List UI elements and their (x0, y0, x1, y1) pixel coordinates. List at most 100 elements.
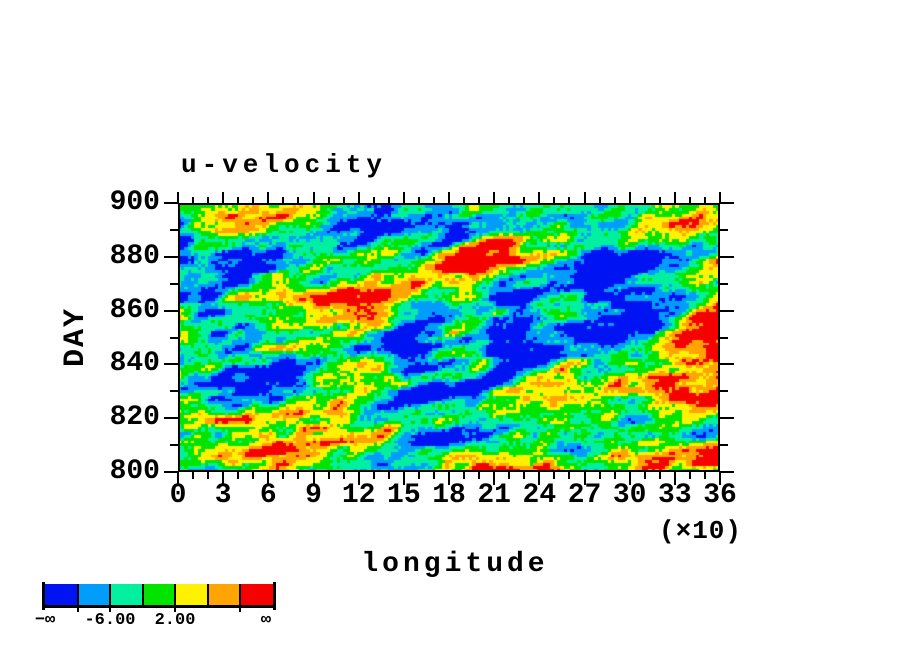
x-tick-minor (207, 472, 210, 479)
x-tick-minor (703, 197, 706, 203)
x-tick-minor (568, 472, 571, 479)
x-tick-minor (192, 472, 195, 479)
x-tick-major (673, 192, 676, 203)
x-tick-major (719, 192, 721, 203)
x-tick-minor (297, 197, 300, 203)
colorbar-tick-label: ∞ (260, 611, 272, 630)
y-tick-minor (720, 444, 728, 447)
x-tick-major (719, 472, 721, 485)
x-tick-major (448, 472, 450, 485)
plot-title: u-velocity (181, 150, 388, 180)
x-tick-major (493, 192, 496, 203)
x-tick-minor (643, 197, 646, 203)
colorbar-separator (206, 584, 209, 607)
colorbar-baseline (43, 605, 274, 608)
x-tick-label: 12 (341, 480, 376, 511)
colorbar-tick-label: -6.00 (84, 611, 136, 630)
x-tick-minor (297, 472, 300, 479)
colorbar-endcap (272, 582, 276, 610)
x-tick-minor (598, 197, 601, 203)
x-tick-minor (598, 472, 601, 479)
y-tick-label: 840 (109, 348, 160, 380)
y-tick-major (164, 363, 178, 366)
colorbar-tick (76, 605, 79, 612)
y-tick-label: 860 (109, 294, 160, 326)
x-tick-minor (417, 472, 420, 479)
y-tick-major (164, 471, 178, 473)
y-tick-minor (170, 390, 178, 393)
x-tick-minor (613, 197, 616, 203)
colorbar-separator (109, 584, 111, 607)
x-tick-major (583, 192, 586, 203)
x-tick-major (267, 472, 270, 485)
x-tick-label: 21 (477, 480, 511, 511)
x-tick-minor (643, 472, 646, 479)
y-tick-major (720, 471, 734, 473)
y-tick-label: 900 (109, 187, 160, 218)
colorbar-tick (239, 605, 241, 612)
x-tick-minor (207, 197, 210, 203)
x-tick-label: 6 (259, 480, 277, 511)
y-tick-major (720, 255, 734, 258)
y-tick-major (720, 417, 734, 420)
colorbar-cell (77, 584, 110, 605)
x-tick-major (402, 192, 405, 203)
x-tick-label: 27 (567, 480, 602, 511)
x-tick-minor (282, 197, 285, 203)
heatmap-canvas (178, 203, 720, 472)
y-tick-label: 820 (109, 402, 160, 434)
x-tick-minor (553, 197, 556, 203)
x-tick-major (583, 472, 586, 485)
x-tick-minor (613, 472, 616, 479)
y-tick-major (164, 309, 178, 312)
x-tick-label: 24 (522, 480, 557, 511)
x-tick-major (448, 192, 450, 203)
x-tick-minor (342, 472, 345, 479)
x-tick-label: 15 (387, 480, 421, 511)
x-tick-major (402, 472, 405, 485)
x-tick-minor (523, 472, 526, 479)
x-tick-major (222, 472, 225, 485)
x-tick-major (357, 472, 360, 485)
colorbar-tick (174, 605, 176, 612)
x-tick-minor (252, 197, 255, 203)
x-tick-major (312, 192, 315, 203)
y-tick-major (164, 255, 178, 258)
y-tick-major (720, 363, 734, 366)
x-tick-minor (432, 472, 435, 479)
colorbar-separator (239, 584, 241, 607)
x-tick-minor (387, 472, 390, 479)
x-tick-major (538, 472, 541, 485)
x-tick-label: 0 (169, 480, 187, 511)
x-tick-minor (523, 197, 526, 203)
x-tick-minor (372, 197, 375, 203)
y-tick-label: 880 (109, 240, 160, 272)
y-tick-major (720, 202, 734, 204)
x-axis-title: longitude (361, 549, 549, 580)
x-tick-major (538, 192, 541, 203)
x-tick-minor (282, 472, 285, 479)
y-tick-minor (170, 444, 178, 447)
x-tick-minor (568, 197, 571, 203)
x-tick-minor (432, 197, 435, 203)
x-tick-major (177, 192, 179, 203)
x-tick-minor (478, 472, 481, 479)
colorbar-cell (45, 584, 78, 605)
colorbar-endcap (42, 582, 45, 610)
x-tick-minor (658, 197, 661, 203)
colorbar-cell (142, 584, 175, 605)
x-tick-major (628, 472, 631, 485)
x-tick-minor (508, 472, 511, 479)
x-tick-minor (688, 197, 691, 203)
x-tick-label: 33 (658, 480, 692, 511)
y-tick-minor (170, 282, 178, 285)
x-tick-minor (478, 197, 481, 203)
x-tick-minor (342, 197, 345, 203)
x-tick-minor (703, 472, 706, 479)
x-tick-minor (658, 472, 661, 479)
colorbar-cell (240, 584, 273, 605)
x-tick-minor (508, 197, 511, 203)
colorbar-tick-label: −∞ (34, 611, 56, 630)
x-tick-minor (463, 472, 466, 479)
colorbar-tick-label: 2.00 (154, 611, 196, 630)
